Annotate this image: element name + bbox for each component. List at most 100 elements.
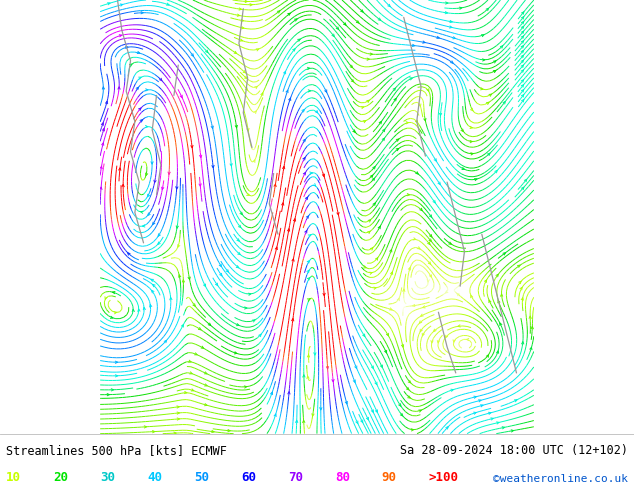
FancyArrowPatch shape — [158, 234, 160, 236]
FancyArrowPatch shape — [325, 90, 327, 92]
FancyArrowPatch shape — [254, 111, 256, 114]
FancyArrowPatch shape — [451, 389, 453, 392]
FancyArrowPatch shape — [474, 412, 476, 414]
FancyArrowPatch shape — [212, 430, 214, 433]
FancyArrowPatch shape — [498, 300, 500, 303]
FancyArrowPatch shape — [521, 90, 524, 92]
FancyArrowPatch shape — [243, 71, 245, 73]
FancyArrowPatch shape — [288, 13, 290, 15]
FancyArrowPatch shape — [110, 316, 113, 318]
FancyArrowPatch shape — [366, 100, 369, 102]
FancyArrowPatch shape — [208, 323, 210, 325]
FancyArrowPatch shape — [415, 120, 418, 122]
FancyArrowPatch shape — [101, 143, 104, 146]
FancyArrowPatch shape — [302, 420, 305, 422]
FancyArrowPatch shape — [488, 153, 490, 156]
FancyArrowPatch shape — [481, 405, 483, 407]
FancyArrowPatch shape — [446, 291, 448, 293]
FancyArrowPatch shape — [151, 162, 153, 164]
FancyArrowPatch shape — [275, 247, 278, 249]
FancyArrowPatch shape — [355, 366, 357, 368]
FancyArrowPatch shape — [114, 312, 117, 314]
FancyArrowPatch shape — [239, 8, 242, 10]
FancyArrowPatch shape — [486, 102, 489, 104]
Text: 40: 40 — [147, 471, 162, 484]
FancyArrowPatch shape — [353, 130, 355, 132]
FancyArrowPatch shape — [446, 2, 448, 4]
FancyArrowPatch shape — [445, 12, 448, 14]
FancyArrowPatch shape — [141, 211, 143, 213]
FancyArrowPatch shape — [167, 3, 169, 5]
FancyArrowPatch shape — [460, 7, 462, 9]
FancyArrowPatch shape — [101, 123, 103, 125]
FancyArrowPatch shape — [521, 36, 524, 38]
FancyArrowPatch shape — [481, 88, 483, 90]
FancyArrowPatch shape — [479, 400, 481, 402]
FancyArrowPatch shape — [398, 298, 399, 301]
FancyArrowPatch shape — [372, 410, 373, 412]
FancyArrowPatch shape — [356, 21, 359, 23]
FancyArrowPatch shape — [150, 305, 152, 307]
FancyArrowPatch shape — [288, 392, 290, 394]
FancyArrowPatch shape — [226, 270, 228, 272]
Text: ©weatheronline.co.uk: ©weatheronline.co.uk — [493, 474, 628, 484]
FancyArrowPatch shape — [102, 128, 105, 131]
FancyArrowPatch shape — [245, 76, 247, 78]
FancyArrowPatch shape — [178, 245, 180, 247]
FancyArrowPatch shape — [496, 422, 499, 424]
FancyArrowPatch shape — [219, 273, 222, 276]
FancyArrowPatch shape — [164, 341, 167, 343]
FancyArrowPatch shape — [519, 281, 521, 284]
Text: 90: 90 — [382, 471, 397, 484]
FancyArrowPatch shape — [332, 34, 334, 36]
FancyArrowPatch shape — [446, 335, 448, 338]
FancyArrowPatch shape — [351, 79, 354, 82]
FancyArrowPatch shape — [307, 278, 310, 280]
FancyArrowPatch shape — [249, 293, 251, 295]
FancyArrowPatch shape — [337, 213, 339, 215]
FancyArrowPatch shape — [146, 173, 148, 175]
FancyArrowPatch shape — [237, 14, 240, 16]
FancyArrowPatch shape — [420, 329, 422, 332]
FancyArrowPatch shape — [323, 294, 325, 295]
FancyArrowPatch shape — [522, 342, 524, 344]
FancyArrowPatch shape — [191, 53, 193, 56]
Text: >100: >100 — [429, 471, 458, 484]
FancyArrowPatch shape — [416, 172, 418, 174]
FancyArrowPatch shape — [517, 265, 520, 268]
FancyArrowPatch shape — [177, 418, 179, 420]
FancyArrowPatch shape — [307, 376, 309, 379]
FancyArrowPatch shape — [143, 225, 145, 227]
FancyArrowPatch shape — [295, 19, 297, 21]
FancyArrowPatch shape — [170, 297, 172, 300]
FancyArrowPatch shape — [502, 427, 505, 429]
FancyArrowPatch shape — [303, 158, 305, 160]
FancyArrowPatch shape — [283, 72, 285, 74]
FancyArrowPatch shape — [238, 225, 241, 227]
FancyArrowPatch shape — [373, 167, 375, 169]
FancyArrowPatch shape — [438, 182, 440, 184]
FancyArrowPatch shape — [522, 17, 524, 19]
FancyArrowPatch shape — [390, 249, 392, 252]
FancyArrowPatch shape — [152, 291, 154, 293]
Text: 20: 20 — [53, 471, 68, 484]
FancyArrowPatch shape — [361, 420, 363, 422]
FancyArrowPatch shape — [294, 219, 295, 221]
FancyArrowPatch shape — [322, 174, 325, 176]
FancyArrowPatch shape — [437, 341, 439, 343]
FancyArrowPatch shape — [521, 50, 524, 53]
FancyArrowPatch shape — [287, 229, 290, 231]
FancyArrowPatch shape — [259, 334, 261, 337]
FancyArrowPatch shape — [288, 98, 291, 100]
FancyArrowPatch shape — [423, 306, 425, 308]
FancyArrowPatch shape — [177, 406, 179, 408]
FancyArrowPatch shape — [521, 26, 524, 29]
FancyArrowPatch shape — [137, 51, 139, 53]
FancyArrowPatch shape — [307, 355, 309, 357]
FancyArrowPatch shape — [320, 408, 322, 410]
FancyArrowPatch shape — [107, 393, 110, 396]
FancyArrowPatch shape — [493, 71, 496, 73]
FancyArrowPatch shape — [393, 88, 396, 91]
FancyArrowPatch shape — [205, 404, 207, 406]
FancyArrowPatch shape — [429, 239, 431, 242]
